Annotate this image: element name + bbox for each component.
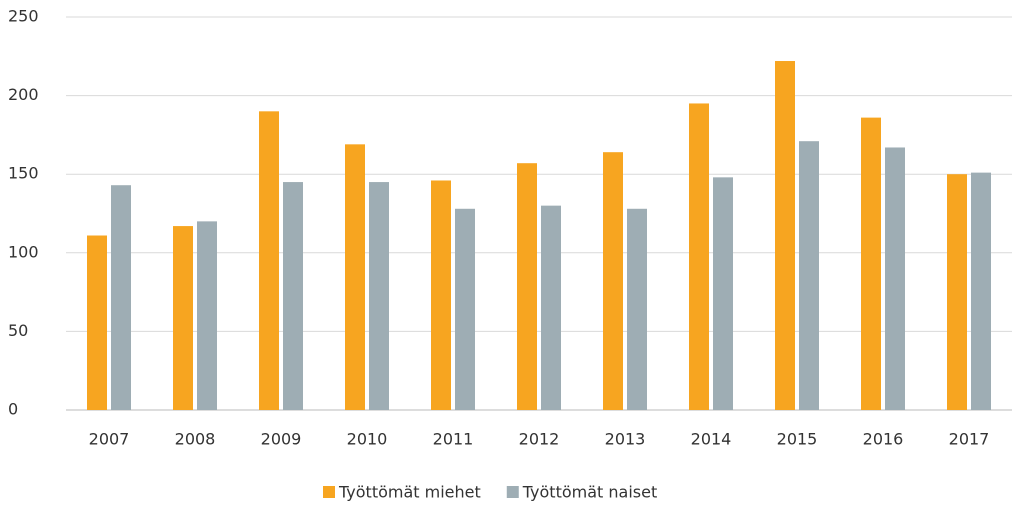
bar [345, 144, 365, 410]
bar [799, 141, 819, 411]
x-tick-label: 2011 [433, 430, 474, 449]
bar [431, 180, 451, 410]
bar [173, 226, 193, 410]
bar [283, 182, 303, 410]
y-tick-label: 0 [8, 400, 18, 419]
bar [541, 205, 561, 410]
bar [947, 174, 967, 410]
bar [971, 172, 991, 410]
x-tick-label: 2008 [175, 430, 216, 449]
x-tick-label: 2010 [347, 430, 388, 449]
x-tick-label: 2017 [949, 430, 990, 449]
bar [111, 185, 131, 410]
x-tick-label: 2007 [89, 430, 130, 449]
legend-label: Työttömät miehet [338, 483, 481, 502]
bar [259, 111, 279, 410]
bar [627, 208, 647, 410]
legend-swatch [323, 486, 335, 498]
x-tick-label: 2015 [777, 430, 818, 449]
bar [87, 235, 107, 410]
bar [455, 208, 475, 410]
bar [517, 163, 537, 410]
x-tick-label: 2009 [261, 430, 302, 449]
bar [689, 103, 709, 411]
bar [369, 182, 389, 410]
bar [197, 221, 217, 410]
legend-swatch [506, 486, 519, 498]
bar [861, 117, 881, 410]
x-tick-label: 2012 [519, 430, 560, 449]
x-tick-label: 2014 [691, 430, 732, 449]
bar [775, 61, 795, 411]
y-tick-label: 250 [8, 7, 39, 26]
y-tick-label: 150 [8, 164, 39, 183]
legend-label: Työttömät naiset [522, 483, 657, 502]
y-tick-label: 100 [8, 242, 39, 261]
y-tick-label: 50 [8, 321, 28, 340]
bar [713, 177, 733, 410]
bar [603, 152, 623, 410]
y-tick-label: 200 [8, 85, 39, 104]
bar [885, 147, 905, 410]
x-tick-label: 2016 [863, 430, 904, 449]
x-tick-label: 2013 [605, 430, 646, 449]
